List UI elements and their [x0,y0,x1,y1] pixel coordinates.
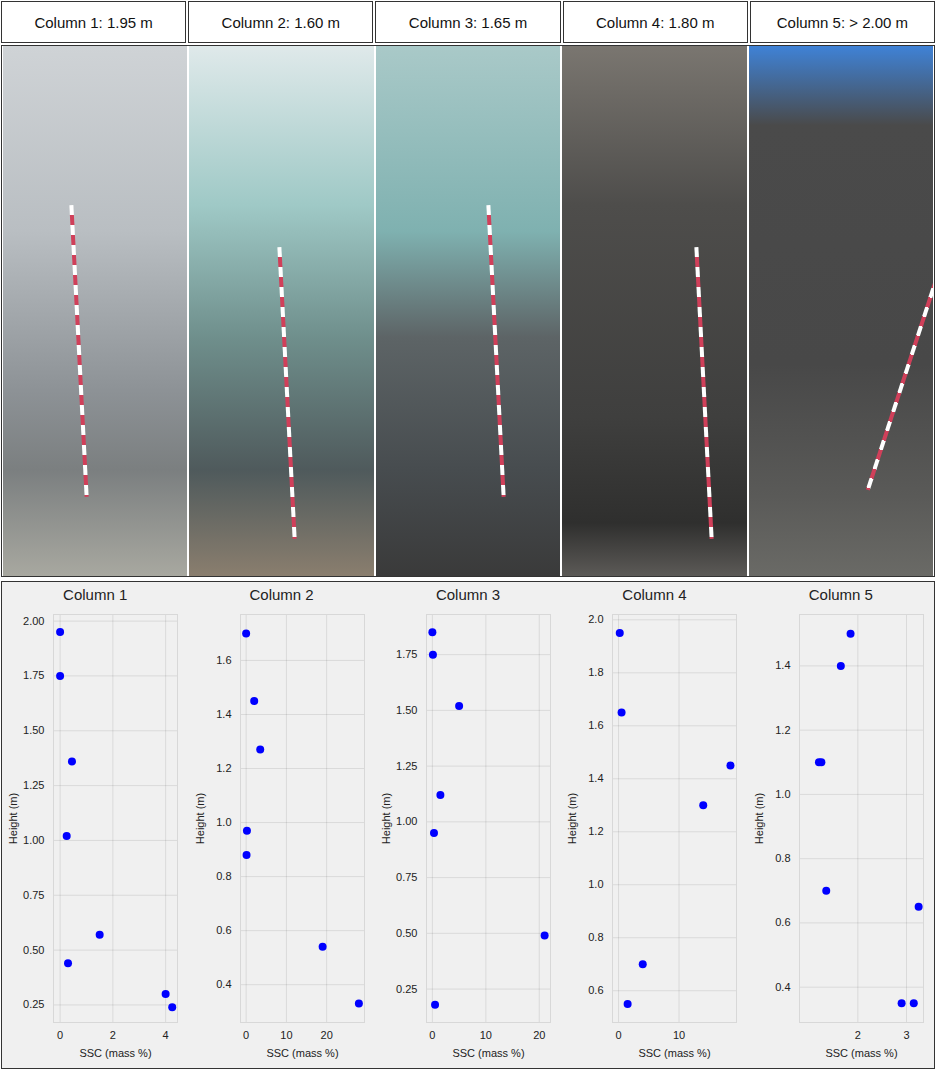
svg-text:0.4: 0.4 [775,981,790,993]
svg-text:2.00: 2.00 [23,615,44,627]
html-text:Column 4: Column 4 [622,586,687,603]
svg-text:0.8: 0.8 [589,931,604,943]
svg-text:SSC (mass %): SSC (mass %) [80,1047,152,1059]
svg-text:0.25: 0.25 [396,983,417,995]
svg-text:0.8: 0.8 [216,870,231,882]
svg-text:Height (m): Height (m) [194,793,206,844]
svg-text:3: 3 [903,1029,909,1041]
svg-text:1.2: 1.2 [775,724,790,736]
svg-text:1.6: 1.6 [216,654,231,666]
html-text:Column 5: > 2.00 m: Column 5: > 2.00 m [776,13,909,31]
svg-text:1.50: 1.50 [23,724,44,736]
svg-text:2.0: 2.0 [589,613,604,625]
svg-text:0.50: 0.50 [23,944,44,956]
html-text:Column 2: 1.60 m: Column 2: 1.60 m [221,13,340,31]
svg-text:1.4: 1.4 [775,659,790,671]
svg-text:SSC (mass %): SSC (mass %) [452,1047,524,1059]
svg-text:1.4: 1.4 [589,772,604,784]
svg-text:Height (m): Height (m) [380,793,392,844]
svg-text:0.6: 0.6 [216,924,231,936]
svg-text:0.4: 0.4 [216,978,231,990]
html-text:Column 2: Column 2 [249,586,314,603]
svg-text:0.25: 0.25 [23,998,44,1010]
svg-text:1.25: 1.25 [396,760,417,772]
svg-text:1.0: 1.0 [589,878,604,890]
svg-text:Height (m): Height (m) [567,793,579,844]
svg-text:1.2: 1.2 [589,825,604,837]
svg-text:4: 4 [163,1029,169,1041]
svg-text:2: 2 [110,1029,116,1041]
svg-text:1.75: 1.75 [396,648,417,660]
html-text:Column 3: 1.65 m: Column 3: 1.65 m [408,13,528,31]
svg-text:1.8: 1.8 [589,666,604,678]
svg-text:0: 0 [243,1029,249,1041]
svg-text:SSC (mass %): SSC (mass %) [825,1047,897,1059]
html-text:Column 5: Column 5 [808,586,873,603]
svg-text:SSC (mass %): SSC (mass %) [266,1047,338,1059]
html-text:Column 1: Column 1 [63,586,128,603]
svg-text:Height (m): Height (m) [753,793,765,844]
svg-text:1.4: 1.4 [216,708,231,720]
html-text:Column 4: 1.80 m: Column 4: 1.80 m [596,13,715,31]
html-text:Column 3: Column 3 [435,586,501,603]
svg-text:20: 20 [533,1029,545,1041]
svg-text:0: 0 [57,1029,63,1041]
svg-text:10: 10 [280,1029,292,1041]
svg-text:10: 10 [480,1029,492,1041]
svg-text:1.0: 1.0 [775,788,790,800]
svg-text:10: 10 [673,1029,685,1041]
svg-text:0.6: 0.6 [775,916,790,928]
svg-text:0.6: 0.6 [589,984,604,996]
svg-text:1.00: 1.00 [23,834,44,846]
svg-text:0: 0 [429,1029,435,1041]
svg-text:20: 20 [320,1029,332,1041]
svg-text:0: 0 [616,1029,622,1041]
svg-text:SSC (mass %): SSC (mass %) [639,1047,711,1059]
svg-text:2: 2 [855,1029,861,1041]
svg-text:1.6: 1.6 [589,719,604,731]
svg-text:0.50: 0.50 [396,927,417,939]
svg-text:1.25: 1.25 [23,779,44,791]
svg-text:0.8: 0.8 [775,852,790,864]
svg-text:0.75: 0.75 [23,889,44,901]
svg-text:1.00: 1.00 [396,815,417,827]
html-text:Column 1: 1.95 m: Column 1: 1.95 m [34,13,153,31]
svg-text:1.2: 1.2 [216,762,231,774]
svg-text:Height (m): Height (m) [8,793,20,844]
svg-text:0.75: 0.75 [396,871,417,883]
svg-text:1.50: 1.50 [396,704,417,716]
svg-text:1.0: 1.0 [216,816,231,828]
svg-text:1.75: 1.75 [23,669,44,681]
